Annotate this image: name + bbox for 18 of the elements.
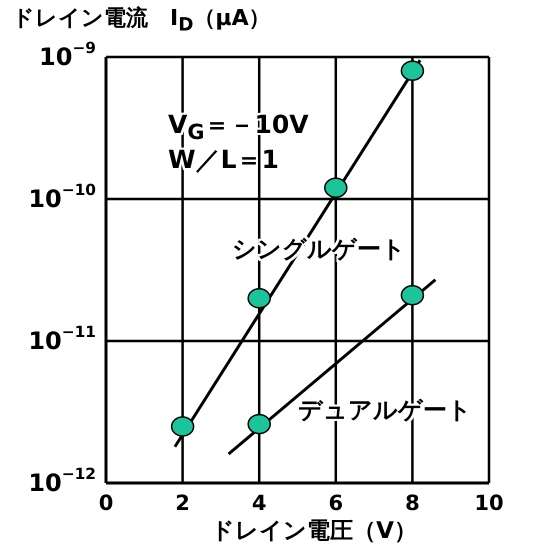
point [324,178,348,198]
x-tick-label: 4 [252,491,267,515]
point [400,284,424,306]
x-axis-title: ドレイン電圧（V） [210,518,418,544]
x-tick-label: 8 [405,491,420,515]
x-tick-label: 0 [98,491,114,515]
point [400,60,424,82]
y-tick-label: 10$^{−12}$ [28,465,96,497]
point [170,416,194,437]
y-tick-label: 10$^{−10}$ [28,181,96,213]
x-tick-label: 2 [175,491,190,515]
x-tick-label: 6 [328,491,344,515]
y-tick-label: 10$^{−11}$ [28,323,96,355]
point [247,288,271,309]
point [247,414,271,434]
y-axis-title: ドレイン電流 I$_{D}$（μA） [12,6,271,36]
x-tick-label: 10 [474,491,504,515]
y-tick-label: 10$^{−9}$ [39,39,96,71]
